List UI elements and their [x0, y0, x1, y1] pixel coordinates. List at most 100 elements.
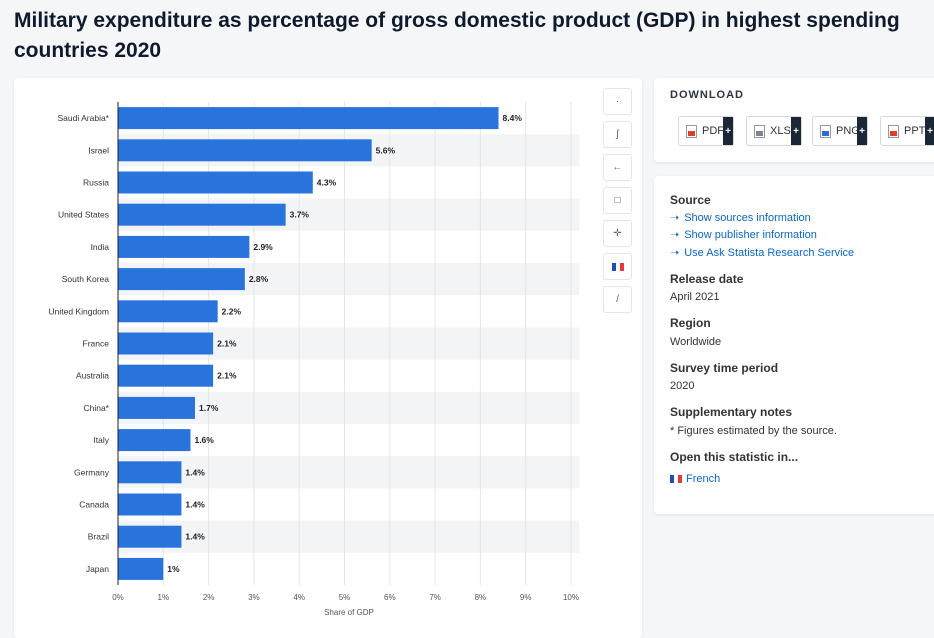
bar — [118, 429, 191, 452]
x-tick-label: 7% — [429, 593, 441, 602]
show-publisher-link[interactable]: ➝ Show publisher information — [670, 228, 817, 241]
print-button[interactable]: / — [603, 286, 632, 313]
category-labels: Saudi Arabia* Israel Russia United States In… — [49, 113, 110, 574]
file-badge — [688, 130, 695, 136]
x-tick-label: 1% — [158, 593, 170, 602]
category-label: India — [91, 242, 110, 252]
category-label: China* — [83, 403, 109, 413]
bar — [118, 461, 182, 484]
survey-period-heading: Survey time period — [670, 361, 779, 375]
category-label: Italy — [93, 435, 109, 445]
release-date-heading: Release date — [670, 272, 744, 286]
survey-period-value: 2020 — [670, 380, 695, 392]
arrow-right-icon: ➝ — [670, 247, 680, 259]
download-pdf-button[interactable]: PDF + — [678, 116, 734, 146]
data-label: 5.6% — [376, 145, 396, 155]
value-labels: 8.4% 5.6% 4.3% 3.7% 2.9% 2.8% 2.2% 2.1% 2.1% 1.7%… — [167, 113, 522, 574]
category-label: Brazil — [88, 532, 109, 542]
region-heading: Region — [670, 316, 711, 330]
link-label: Show publisher information — [684, 229, 817, 241]
file-badge — [756, 130, 763, 136]
bars — [118, 107, 499, 580]
source-heading: Source — [670, 193, 711, 207]
data-label: 2.9% — [253, 242, 273, 252]
download-png-button[interactable]: PNG + — [812, 116, 868, 146]
category-label: Japan — [86, 564, 109, 574]
link-label: French — [686, 473, 721, 485]
settings-button[interactable]: ✛ — [603, 220, 632, 247]
download-label: PDF — [702, 125, 724, 137]
settings-icon: ✛ — [613, 228, 622, 239]
category-label: Israel — [88, 145, 109, 155]
row-band — [118, 520, 579, 553]
share-button[interactable]: ← — [603, 154, 632, 181]
data-label: 2.8% — [249, 274, 269, 284]
download-label: XLS — [770, 125, 791, 137]
x-tick-label: 6% — [384, 593, 396, 602]
pdf-file-icon — [686, 124, 697, 138]
bar — [118, 525, 182, 548]
category-label: France — [83, 339, 110, 349]
info-card: Source ➝ Show sources information ➝ Show p… — [654, 176, 934, 514]
bar — [118, 268, 245, 291]
bar — [118, 203, 286, 226]
x-tick-label: 9% — [520, 593, 532, 602]
file-badge — [822, 130, 829, 136]
bar — [118, 557, 164, 580]
language-button[interactable] — [603, 253, 632, 280]
category-label: Canada — [79, 500, 109, 510]
bar — [118, 235, 250, 258]
category-label: Australia — [76, 371, 109, 381]
plus-icon: + — [791, 117, 801, 145]
row-band — [118, 456, 579, 489]
data-label: 1% — [167, 564, 180, 574]
share-icon: ← — [612, 162, 623, 173]
x-tick-labels: 0% 1% 2% 3% 4% 5% 6% 7% 8% 9% 10% — [112, 593, 579, 602]
data-label: 1.4% — [185, 500, 205, 510]
download-label: PPT — [904, 125, 926, 137]
x-tick-label: 10% — [563, 593, 579, 602]
file-badge — [890, 130, 897, 136]
region-value: Worldwide — [670, 336, 722, 348]
supplementary-notes-heading: Supplementary notes — [670, 405, 793, 419]
supplementary-notes-value: * Figures estimated by the source. — [670, 425, 837, 437]
data-label: 4.3% — [317, 178, 337, 188]
bar — [118, 493, 182, 516]
xls-file-icon — [754, 124, 765, 138]
x-tick-label: 3% — [248, 593, 260, 602]
bar-chart: Saudi Arabia* Israel Russia United States In… — [49, 102, 579, 617]
download-xls-button[interactable]: XLS + — [746, 116, 802, 146]
download-ppt-button[interactable]: PPT + — [880, 116, 934, 146]
open-in-french-link[interactable]: French — [670, 473, 720, 485]
category-label: South Korea — [62, 274, 110, 284]
quote-button[interactable]: □ — [603, 187, 632, 214]
quote-icon: □ — [614, 195, 621, 206]
plus-icon: + — [925, 117, 934, 145]
data-label: 2.2% — [222, 306, 242, 316]
category-label: United Kingdom — [49, 306, 109, 316]
flag-icon — [611, 262, 624, 271]
data-label: 1.6% — [194, 435, 214, 445]
x-tick-label: 8% — [475, 593, 487, 602]
data-label: 8.4% — [503, 113, 523, 123]
x-tick-label: 5% — [339, 593, 351, 602]
open-statistic-heading: Open this statistic in... — [670, 450, 799, 464]
category-label: Germany — [74, 467, 110, 477]
data-label: 1.7% — [199, 403, 219, 413]
ask-statista-link[interactable]: ➝ Use Ask Statista Research Service — [670, 246, 854, 259]
x-axis-label: Share of GDP — [324, 608, 374, 617]
bar — [118, 171, 313, 194]
data-label: 2.1% — [217, 339, 237, 349]
bell-button[interactable]: ʃ — [603, 121, 632, 148]
star-button[interactable]: · — [603, 88, 632, 115]
download-label: PNG — [836, 125, 860, 137]
show-sources-link[interactable]: ➝ Show sources information — [670, 211, 811, 224]
star-icon: · — [615, 96, 620, 107]
bar — [118, 300, 218, 323]
data-label: 3.7% — [290, 210, 310, 220]
data-label: 1.4% — [185, 467, 205, 477]
data-label: 1.4% — [185, 532, 205, 542]
x-tick-label: 0% — [112, 593, 124, 602]
arrow-right-icon: ➝ — [670, 212, 680, 224]
bar — [118, 139, 372, 162]
